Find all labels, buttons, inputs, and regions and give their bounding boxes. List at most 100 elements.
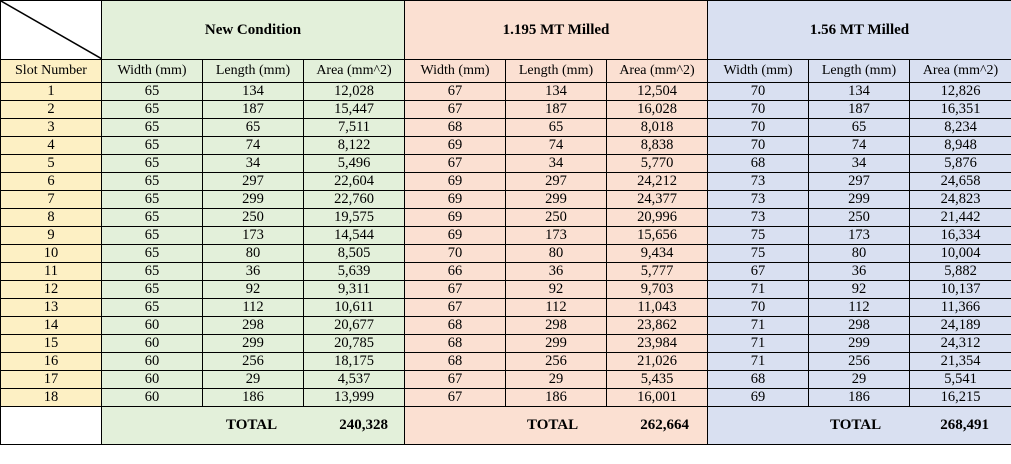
cell-mt2-area: 5,541 [909,370,1011,389]
table-row: 2 65 187 15,447 67 187 16,028 70 187 16,351 [0,100,1011,119]
cell-mt1-area: 15,656 [606,226,708,245]
cell-new-length: 299 [202,190,304,209]
cell-new-length: 297 [202,172,304,191]
cell-new-length: 80 [202,244,304,263]
cell-mt1-area: 16,001 [606,388,708,407]
cell-slot-number: 11 [0,262,102,281]
cell-new-width: 65 [101,226,203,245]
table-row: 14 60 298 20,677 68 298 23,862 71 298 24,189 [0,316,1011,335]
cell-mt2-length: 36 [808,262,910,281]
cell-mt1-length: 65 [505,118,607,137]
total-value: 262,664 [640,417,689,433]
cell-mt1-area: 5,777 [606,262,708,281]
cell-mt1-area: 5,435 [606,370,708,389]
cell-mt2-width: 71 [707,352,809,371]
cell-mt2-width: 67 [707,262,809,281]
cell-mt2-length: 65 [808,118,910,137]
cell-new-area: 5,496 [303,154,405,173]
cell-slot-number: 14 [0,316,102,335]
total-label: TOTAL [226,417,278,433]
total-label: TOTAL [830,417,882,433]
cell-mt2-length: 250 [808,208,910,227]
cell-mt2-length: 29 [808,370,910,389]
cell-mt2-width: 69 [707,388,809,407]
cell-mt2-area: 24,189 [909,316,1011,335]
cell-slot-number: 1 [0,82,102,101]
cell-new-length: 250 [202,208,304,227]
cell-mt2-width: 70 [707,100,809,119]
cell-new-width: 60 [101,352,203,371]
cell-mt2-area: 10,137 [909,280,1011,299]
cell-mt2-area: 12,826 [909,82,1011,101]
table-row: 10 65 80 8,505 70 80 9,434 75 80 10,004 [0,244,1011,263]
group-header-new-condition: New Condition [101,0,405,60]
table-row: 12 65 92 9,311 67 92 9,703 71 92 10,137 [0,280,1011,299]
total-value: 240,328 [339,417,388,433]
cell-mt1-area: 12,504 [606,82,708,101]
cell-new-width: 65 [101,82,203,101]
cell-mt1-length: 29 [505,370,607,389]
cell-mt1-area: 24,212 [606,172,708,191]
cell-new-length: 299 [202,334,304,353]
cell-mt2-area: 8,948 [909,136,1011,155]
col-header-area: Area (mm^2) [303,59,405,83]
cell-new-area: 20,677 [303,316,405,335]
cell-mt1-length: 297 [505,172,607,191]
cell-slot-number: 5 [0,154,102,173]
cell-mt2-area: 8,234 [909,118,1011,137]
cell-new-area: 20,785 [303,334,405,353]
cell-new-length: 36 [202,262,304,281]
cell-mt2-width: 68 [707,154,809,173]
cell-new-area: 13,999 [303,388,405,407]
cell-mt1-area: 21,026 [606,352,708,371]
cell-new-width: 60 [101,388,203,407]
table-row: 15 60 299 20,785 68 299 23,984 71 299 24,312 [0,334,1011,353]
cell-mt1-length: 187 [505,100,607,119]
cell-new-width: 65 [101,298,203,317]
cell-new-width: 60 [101,316,203,335]
cell-mt2-width: 71 [707,316,809,335]
cell-slot-number: 7 [0,190,102,209]
table-row: 7 65 299 22,760 69 299 24,377 73 299 24,823 [0,190,1011,209]
cell-mt2-length: 299 [808,190,910,209]
cell-slot-number: 15 [0,334,102,353]
cell-mt2-width: 70 [707,118,809,137]
table-row: 16 60 256 18,175 68 256 21,026 71 256 21,354 [0,352,1011,371]
cell-mt2-length: 112 [808,298,910,317]
cell-mt1-length: 173 [505,226,607,245]
table-row: 11 65 36 5,639 66 36 5,777 67 36 5,882 [0,262,1011,281]
cell-mt1-width: 67 [404,370,506,389]
cell-new-area: 19,575 [303,208,405,227]
cell-mt2-length: 299 [808,334,910,353]
cell-mt2-width: 73 [707,172,809,191]
cell-mt1-length: 74 [505,136,607,155]
cell-slot-number: 2 [0,100,102,119]
cell-new-area: 9,311 [303,280,405,299]
cell-slot-number: 12 [0,280,102,299]
cell-mt1-width: 68 [404,118,506,137]
cell-slot-number: 17 [0,370,102,389]
group-header-156-mt-milled: 1.56 MT Milled [707,0,1011,60]
col-header-width: Width (mm) [404,59,506,83]
cell-mt1-area: 9,703 [606,280,708,299]
cell-mt2-area: 21,442 [909,208,1011,227]
table-row: 8 65 250 19,575 69 250 20,996 73 250 21,442 [0,208,1011,227]
cell-new-length: 34 [202,154,304,173]
total-156-mt-milled: TOTAL 268,491 [707,406,1011,445]
cell-mt1-area: 8,018 [606,118,708,137]
slot-area-table: New Condition 1.195 MT Milled 1.56 MT Mi… [0,0,1011,445]
cell-mt1-length: 134 [505,82,607,101]
table-row: 13 65 112 10,611 67 112 11,043 70 112 11,366 [0,298,1011,317]
cell-slot-number: 4 [0,136,102,155]
cell-new-area: 18,175 [303,352,405,371]
cell-mt2-length: 173 [808,226,910,245]
table-row: 5 65 34 5,496 67 34 5,770 68 34 5,876 [0,154,1011,173]
cell-new-length: 29 [202,370,304,389]
cell-new-length: 112 [202,298,304,317]
cell-mt1-area: 11,043 [606,298,708,317]
cell-mt1-width: 67 [404,154,506,173]
cell-mt1-width: 69 [404,172,506,191]
cell-new-area: 8,505 [303,244,405,263]
cell-new-length: 298 [202,316,304,335]
cell-mt1-area: 9,434 [606,244,708,263]
